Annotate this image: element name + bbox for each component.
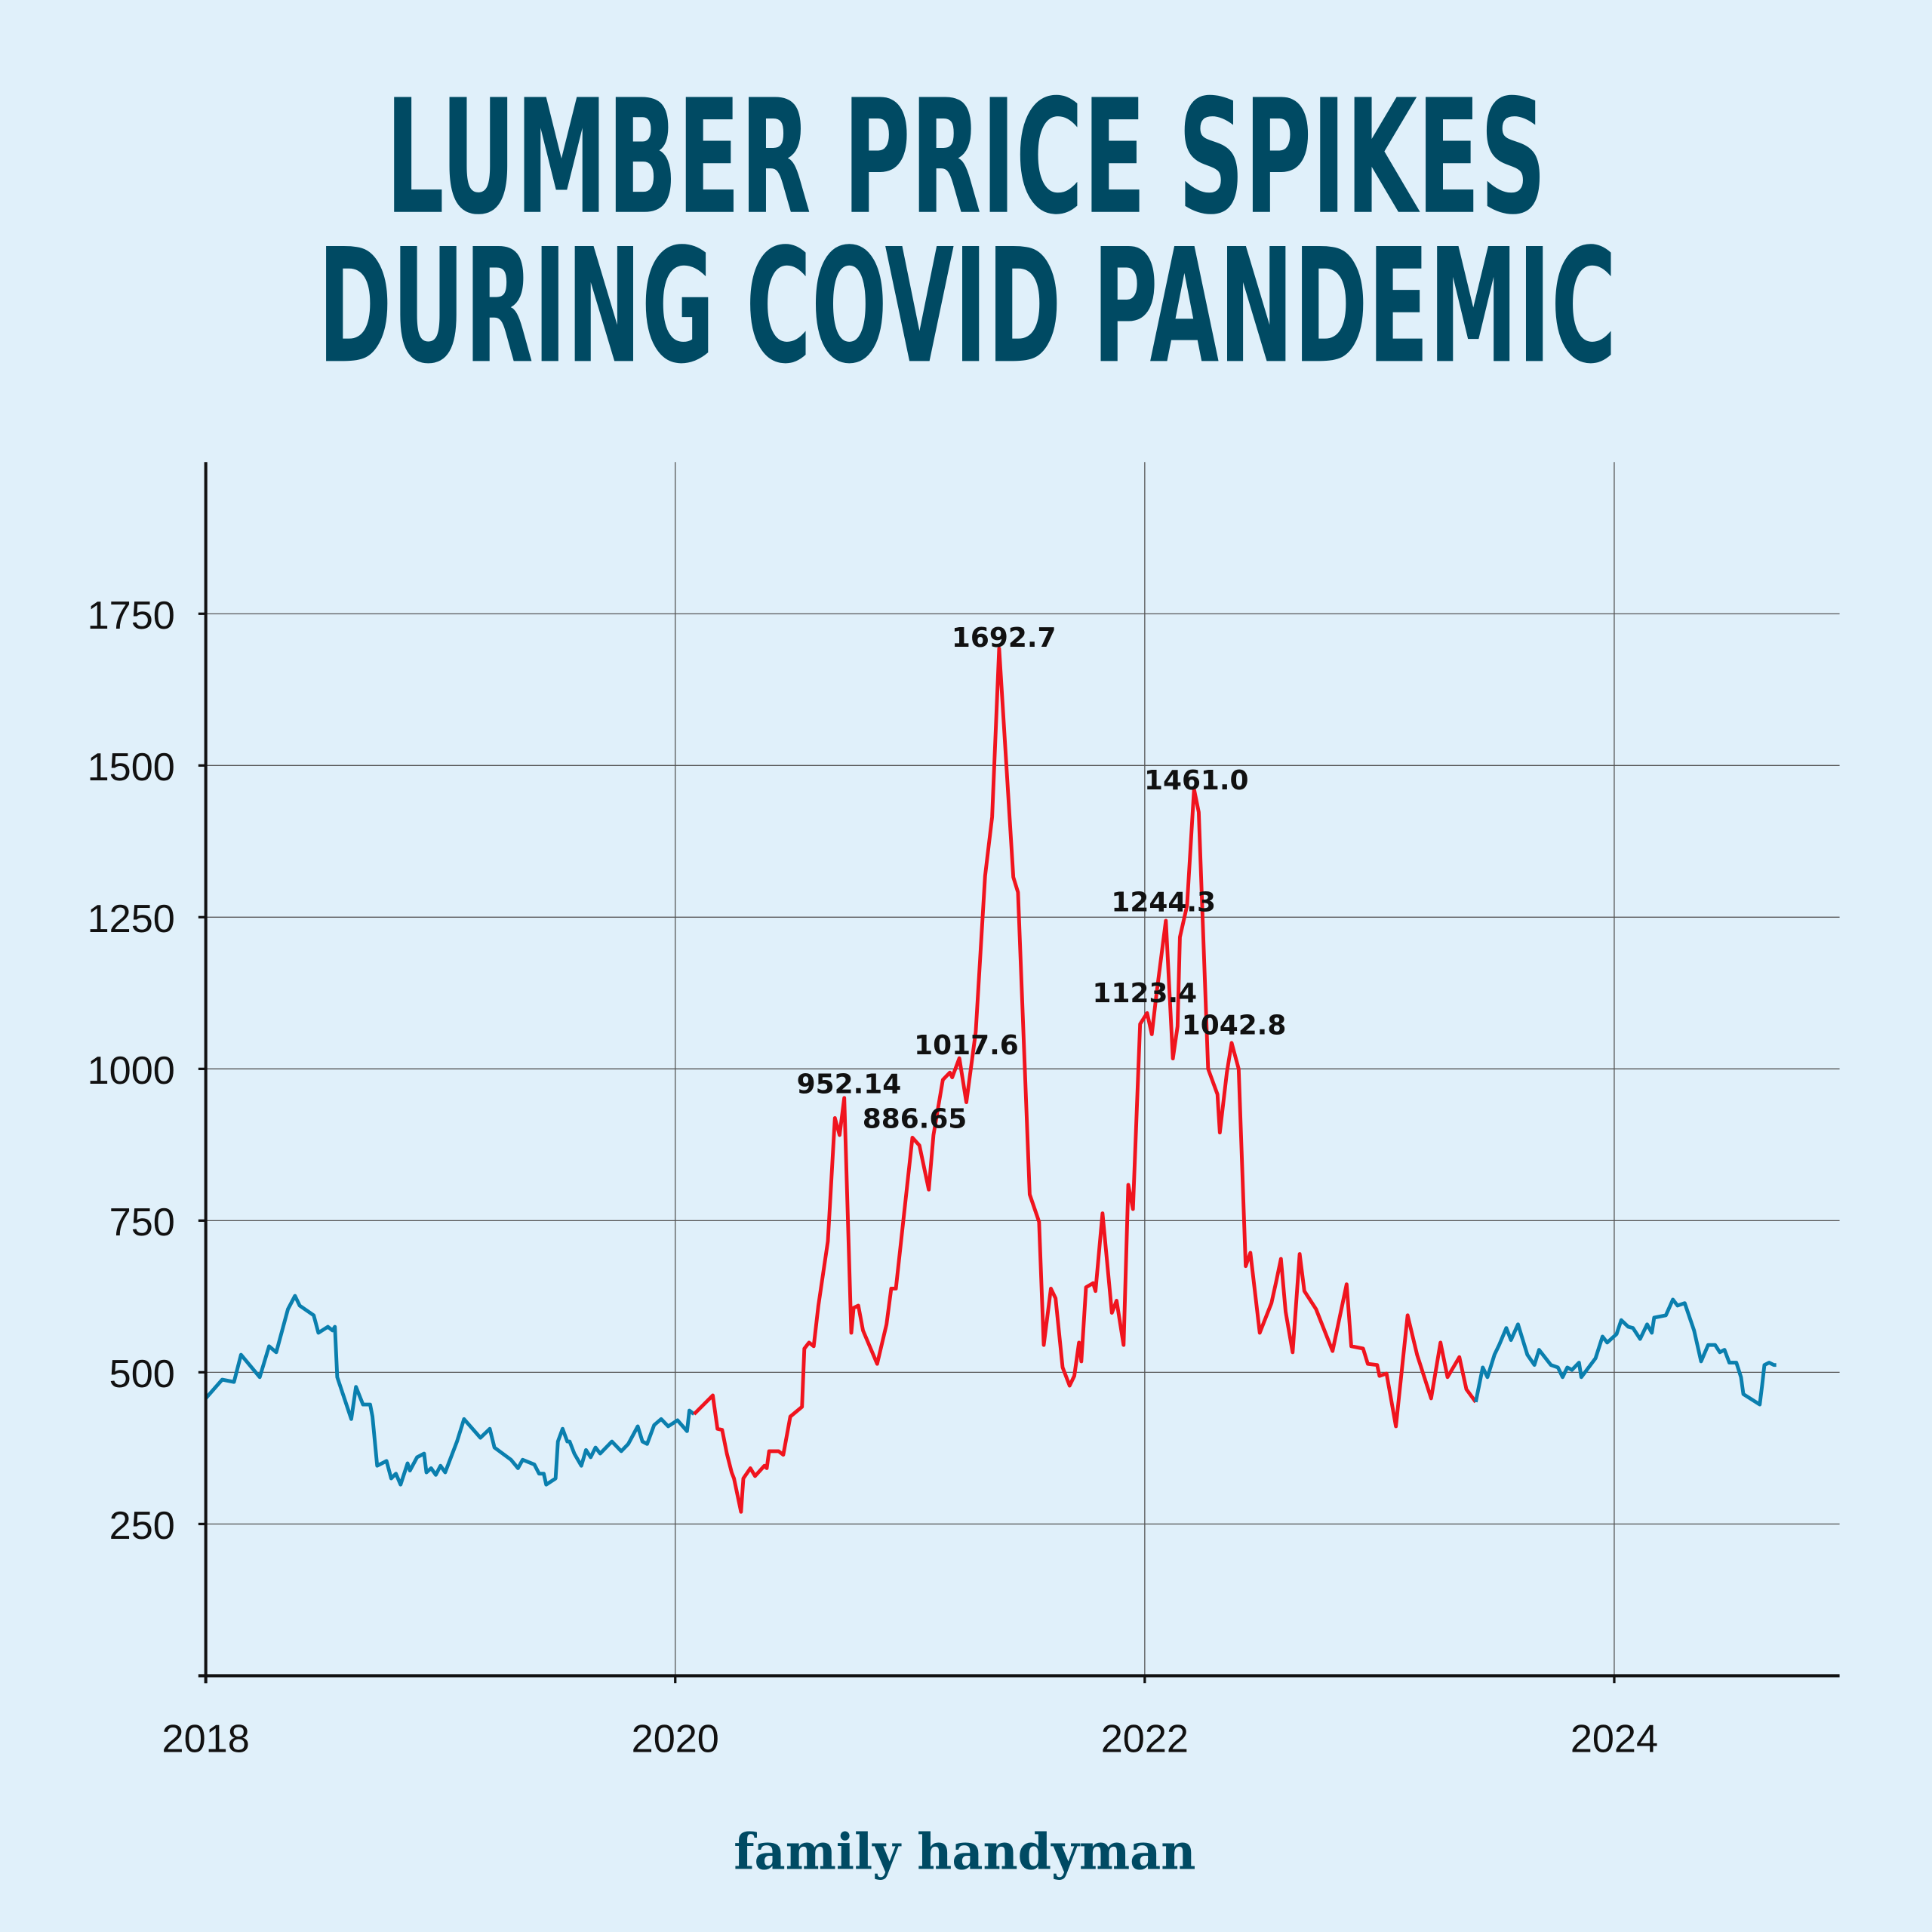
data-label: 886.65 [863, 1104, 968, 1135]
family-handyman-logo: family handyman [734, 1824, 1195, 1881]
data-label: 952.14 [797, 1069, 902, 1100]
x-tick-label: 2024 [1571, 1718, 1658, 1761]
y-tick-label: 1750 [88, 594, 175, 638]
x-tick-label: 2018 [162, 1718, 250, 1761]
data-label: 1123.4 [1093, 978, 1198, 1009]
data-label: 1692.7 [952, 623, 1057, 654]
y-tick-label: 750 [109, 1201, 175, 1244]
gridlines [198, 462, 1840, 1684]
series-lines [204, 646, 1777, 1514]
spike-period-line [692, 646, 1478, 1514]
data-label: 1017.6 [914, 1030, 1019, 1061]
y-tick-label: 1000 [88, 1049, 175, 1093]
normal-period-line-after [1474, 1297, 1777, 1407]
x-tick-label: 2020 [632, 1718, 719, 1761]
y-tick-label: 1500 [88, 746, 175, 789]
data-label: 1244.3 [1111, 887, 1216, 918]
y-tick-label: 1250 [88, 897, 175, 941]
normal-period-line-before [204, 1294, 696, 1487]
tick-labels: 250 500 750 1000 1250 1500 1750 2018 2020 2022 202… [88, 594, 1658, 1761]
chart-title-line-2: DURING COVID PANDEMIC [318, 215, 1617, 398]
chart-title-line-1: LUMBER PRICE SPIKES [386, 66, 1546, 250]
data-label: 1042.8 [1182, 1011, 1287, 1041]
data-label: 1461.0 [1144, 765, 1249, 796]
y-tick-label: 500 [109, 1352, 175, 1396]
x-tick-label: 2022 [1101, 1718, 1189, 1761]
y-tick-label: 250 [109, 1504, 175, 1548]
